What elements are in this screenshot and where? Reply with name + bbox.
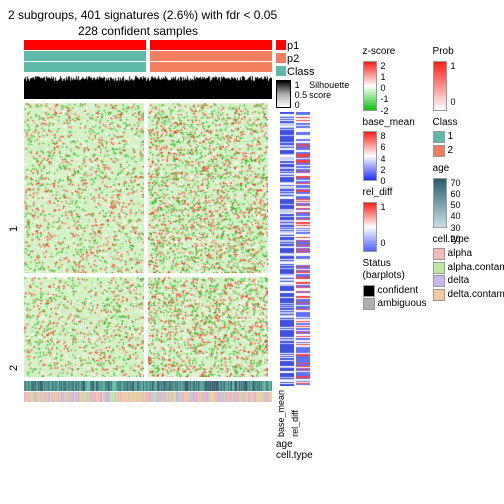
hm-11: [148, 277, 268, 377]
row-label-1: 1: [8, 144, 20, 314]
age-title: age: [433, 163, 504, 176]
track-basemean: [280, 112, 294, 386]
celltype-row: [24, 392, 272, 402]
side-tracks: [280, 112, 355, 386]
hm-00: [24, 103, 144, 273]
status-title: Status (barplots): [363, 258, 425, 283]
silhouette-bar: [24, 73, 272, 99]
hm-01: [148, 103, 268, 273]
age-row: [24, 381, 272, 391]
bm-title: base_mean: [363, 117, 425, 130]
age-bar: [433, 178, 447, 228]
row-labels: 1 2: [8, 40, 20, 461]
title-1: 2 subgroups, 401 signatures (2.6%) with …: [8, 8, 496, 22]
prob-title: Prob: [433, 46, 504, 59]
prob-bar: [433, 61, 447, 111]
age-lab: age: [276, 439, 355, 450]
bottom-anno: [24, 381, 272, 403]
p2-sw: p2: [276, 53, 355, 65]
anno-names: p1 p2 Class 10.50 Silhouette score base_…: [276, 40, 355, 461]
bot-lab-row: base_mean rel_diff: [276, 390, 355, 437]
track-reldiff: [296, 112, 310, 386]
bm-bar: [363, 131, 377, 181]
basemean-vlab: base_mean: [276, 390, 286, 437]
main-layout: 1 2 p1 p2 Class: [8, 40, 496, 461]
cell-lab: cell.type: [276, 450, 355, 461]
silhouette-canvas: [24, 73, 272, 99]
hm-row-2: [24, 277, 272, 377]
zscore-title: z-score: [363, 46, 425, 59]
top-anno: [24, 40, 272, 73]
silh-legend: 10.50 Silhouette score: [276, 80, 355, 108]
center-col: [24, 40, 272, 461]
hm-row-1: [24, 103, 272, 273]
rd-bar: [363, 202, 377, 252]
class-title: Class: [433, 117, 504, 130]
row-label-2: 2: [8, 318, 20, 418]
heatmap: [24, 103, 272, 377]
hm-10: [24, 277, 144, 377]
ct-title: cell.type: [433, 234, 504, 247]
class-sw: Class: [276, 66, 355, 78]
legend-col-1: z-score 210-1-2 base_mean 86420 rel_diff…: [359, 40, 425, 461]
reldiff-vlab: rel_diff: [290, 410, 300, 437]
legend-col-2: Prob 10 Class 12 age 706050403020 cell.t…: [429, 40, 504, 461]
zscore-bar: [363, 61, 377, 111]
p1-sw: p1: [276, 40, 355, 52]
rd-title: rel_diff: [363, 187, 425, 200]
title-2: 228 confident samples: [8, 24, 268, 38]
